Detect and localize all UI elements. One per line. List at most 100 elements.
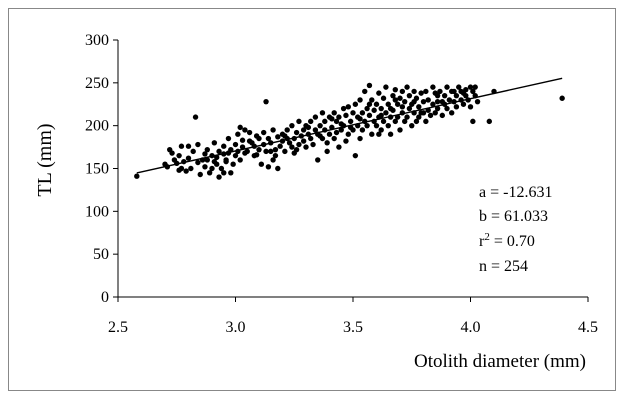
- stat-r2-exponent: 2: [484, 231, 490, 243]
- data-point: [376, 90, 382, 96]
- data-point: [366, 101, 373, 107]
- data-point: [317, 133, 323, 139]
- y-tick-label: 50: [93, 246, 109, 263]
- data-point: [467, 104, 474, 110]
- data-point: [263, 98, 269, 105]
- data-point: [359, 110, 366, 116]
- data-point: [169, 150, 175, 156]
- data-point: [282, 133, 288, 139]
- data-point: [197, 171, 203, 178]
- x-tick-label: 4.5: [578, 319, 598, 336]
- data-point: [331, 135, 337, 142]
- data-point: [270, 127, 276, 133]
- x-tick-label: 2.5: [108, 319, 128, 336]
- data-point: [425, 97, 431, 103]
- data-point: [336, 144, 342, 150]
- data-point: [261, 129, 267, 136]
- data-point: [237, 157, 243, 163]
- data-point: [256, 135, 262, 142]
- data-point: [178, 165, 185, 172]
- data-point: [256, 146, 262, 153]
- data-point: [383, 84, 389, 90]
- data-point: [308, 135, 314, 142]
- data-point: [376, 131, 382, 137]
- data-point: [300, 138, 307, 144]
- data-point: [206, 170, 213, 176]
- data-point: [221, 170, 227, 176]
- data-point: [357, 116, 363, 122]
- stat-b: b = 61.033: [479, 208, 548, 225]
- data-point: [470, 88, 476, 95]
- data-point: [195, 141, 201, 148]
- data-point: [364, 105, 370, 112]
- data-point: [322, 118, 328, 125]
- data-point: [409, 122, 415, 129]
- data-point: [373, 101, 380, 107]
- stat-r2: r2 = 0.70: [479, 231, 535, 250]
- data-point: [319, 110, 326, 116]
- stat-r2-value: = 0.70: [490, 233, 535, 250]
- data-point: [486, 118, 492, 125]
- data-point: [300, 127, 307, 133]
- data-point: [411, 98, 417, 105]
- data-point: [392, 86, 398, 93]
- data-point: [296, 141, 302, 148]
- data-point: [345, 104, 351, 110]
- data-point: [176, 152, 182, 159]
- regression-line-group: [136, 77, 563, 174]
- stat-n: n = 254: [479, 258, 528, 275]
- data-point: [371, 107, 377, 113]
- data-point: [357, 97, 363, 103]
- data-point: [427, 112, 434, 119]
- data-point: [310, 141, 316, 148]
- data-point: [460, 90, 467, 96]
- data-point: [253, 152, 260, 158]
- data-point: [387, 131, 394, 137]
- data-point: [385, 122, 391, 129]
- data-point: [343, 138, 349, 144]
- data-point: [211, 140, 218, 146]
- data-point: [230, 161, 236, 167]
- y-tick-label: 150: [85, 161, 109, 178]
- data-point: [192, 114, 199, 120]
- y-tick-label: 100: [85, 203, 109, 220]
- y-tick-label: 250: [85, 75, 109, 92]
- data-point: [347, 118, 354, 125]
- data-point: [343, 112, 349, 119]
- y-tick-label: 200: [85, 118, 109, 135]
- data-point: [293, 129, 300, 136]
- data-point: [338, 127, 344, 133]
- data-point: [397, 95, 403, 101]
- data-point: [303, 144, 309, 150]
- data-point: [188, 165, 194, 172]
- data-point: [441, 92, 448, 99]
- data-point: [444, 84, 450, 90]
- data-point: [383, 110, 389, 116]
- data-point: [239, 137, 246, 143]
- data-point: [305, 124, 312, 131]
- data-point: [286, 140, 293, 146]
- data-point: [437, 88, 443, 95]
- data-point: [397, 127, 403, 133]
- data-point: [399, 88, 406, 95]
- data-point: [284, 127, 290, 133]
- data-point: [282, 148, 288, 155]
- stat-r2-prefix: r: [479, 233, 485, 250]
- data-point: [470, 118, 476, 125]
- data-point: [204, 146, 210, 153]
- x-axis-label: Otolith diameter (mm): [414, 351, 586, 372]
- data-point: [216, 148, 222, 155]
- data-point: [178, 143, 185, 149]
- data-point: [237, 124, 243, 131]
- data-point: [420, 110, 427, 116]
- data-point: [362, 88, 368, 95]
- data-point: [272, 152, 279, 159]
- data-point: [404, 84, 410, 90]
- data-point: [329, 116, 335, 122]
- data-point: [331, 110, 337, 116]
- data-point: [326, 131, 333, 137]
- data-point: [434, 105, 441, 112]
- data-point: [467, 84, 474, 90]
- data-point: [333, 118, 340, 125]
